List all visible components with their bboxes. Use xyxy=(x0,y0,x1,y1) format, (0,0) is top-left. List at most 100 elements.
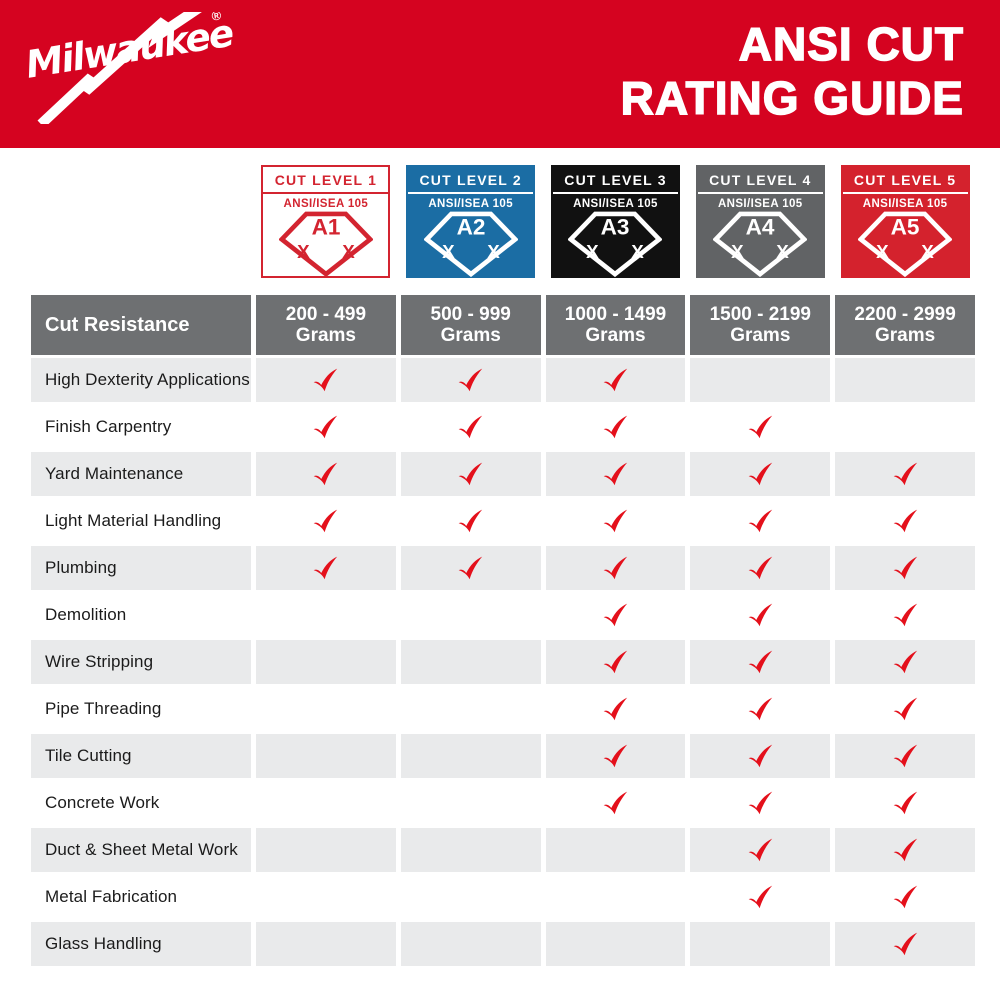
badge-rating: A3 xyxy=(601,215,630,240)
check-cell xyxy=(545,452,686,496)
checkmark-icon xyxy=(748,838,772,861)
checkmark-icon xyxy=(748,509,772,532)
checkmark-icon xyxy=(458,509,483,532)
badge-title: CUT LEVEL 5 xyxy=(842,167,968,194)
checkmark-icon xyxy=(748,744,772,767)
gram-range: 200 - 499 xyxy=(285,303,367,325)
badge-x-right: X xyxy=(777,241,790,262)
page-title: ANSI CUT RATING GUIDE xyxy=(620,17,964,126)
checkmark-icon xyxy=(458,368,483,391)
checkmark-icon xyxy=(603,603,628,626)
row-label: Light Material Handling xyxy=(31,499,251,543)
check-cell xyxy=(835,922,975,966)
badge-title: CUT LEVEL 2 xyxy=(408,167,534,194)
badge-x-left: X xyxy=(876,241,889,262)
empty-cell xyxy=(400,828,541,872)
checkmark-icon xyxy=(893,556,917,579)
badge-rating: A5 xyxy=(891,215,920,240)
row-label: Glass Handling xyxy=(31,922,251,966)
row-label: Pipe Threading xyxy=(31,687,251,731)
checkmark-icon xyxy=(893,791,917,814)
check-cell xyxy=(545,546,686,590)
badge-x-right: X xyxy=(632,241,645,262)
check-cell xyxy=(256,546,396,590)
badge-x-left: X xyxy=(297,241,310,262)
row-label: Tile Cutting xyxy=(31,734,251,778)
checkmark-icon xyxy=(603,650,628,673)
checkmark-icon xyxy=(603,415,628,438)
badge-rating: A4 xyxy=(746,215,775,240)
badge-title: CUT LEVEL 3 xyxy=(552,167,678,194)
check-cell xyxy=(835,452,975,496)
checkmark-icon xyxy=(603,556,628,579)
check-cell xyxy=(690,875,831,919)
badge-x-left: X xyxy=(587,241,600,262)
checkmark-icon xyxy=(893,462,917,485)
check-cell xyxy=(690,687,831,731)
check-cell xyxy=(835,546,975,590)
checkmark-icon xyxy=(314,556,338,579)
check-cell xyxy=(835,875,975,919)
checkmark-icon xyxy=(603,697,628,720)
page-title-line-2: RATING GUIDE xyxy=(620,71,964,124)
badge-standard: ANSI/ISEA 105 xyxy=(573,198,658,210)
gram-range: 500 - 999 xyxy=(430,303,511,325)
page-title-line-1: ANSI CUT xyxy=(738,17,964,70)
empty-cell xyxy=(835,358,975,402)
gram-range: 2200 - 2999 xyxy=(854,303,956,325)
badge-standard: ANSI/ISEA 105 xyxy=(862,198,948,210)
checkmark-icon xyxy=(748,415,772,438)
badge-x-left: X xyxy=(731,241,744,262)
rating-table: Cut Resistance 200 - 499 Grams 500 - 999 Gr… xyxy=(31,295,975,966)
table-corner-header: Cut Resistance xyxy=(31,295,251,355)
badge-x-left: X xyxy=(442,241,455,262)
checkmark-icon xyxy=(603,744,628,767)
empty-cell xyxy=(256,687,396,731)
row-label: Yard Maintenance xyxy=(31,452,251,496)
checkmark-icon xyxy=(748,650,772,673)
empty-cell xyxy=(400,687,541,731)
badge-x-right: X xyxy=(342,241,355,262)
gram-unit: Grams xyxy=(730,325,791,346)
check-cell xyxy=(545,734,686,778)
row-label: High Dexterity Applications xyxy=(31,358,251,402)
checkmark-icon xyxy=(314,415,338,438)
registered-mark-icon: ® xyxy=(210,12,222,24)
checkmark-icon xyxy=(748,885,772,908)
checkmark-icon xyxy=(748,791,772,814)
empty-cell xyxy=(400,734,541,778)
badge-standard: ANSI/ISEA 105 xyxy=(283,198,369,210)
checkmark-icon xyxy=(893,697,917,720)
check-cell xyxy=(545,593,686,637)
check-cell xyxy=(690,640,831,684)
cut-level-badge: CUT LEVEL 1 ANSI/ISEA 105 A1 X X xyxy=(261,165,391,278)
pentagon-shield-icon: A5 X X xyxy=(858,211,953,277)
check-cell xyxy=(545,781,686,825)
row-label: Duct & Sheet Metal Work xyxy=(31,828,251,872)
gram-range: 1500 - 2199 xyxy=(709,303,811,325)
empty-cell xyxy=(400,593,541,637)
badge-standard: ANSI/ISEA 105 xyxy=(428,198,514,210)
check-cell xyxy=(256,499,396,543)
checkmark-icon xyxy=(458,556,483,579)
checkmark-icon xyxy=(748,697,772,720)
check-cell xyxy=(835,640,975,684)
badge-spacer xyxy=(31,165,251,278)
column-header: 500 - 999 Grams xyxy=(400,295,541,355)
gram-unit: Grams xyxy=(585,325,646,346)
milwaukee-logo: Milwaukee ® xyxy=(24,12,237,124)
check-cell xyxy=(835,781,975,825)
checkmark-icon xyxy=(314,368,338,391)
empty-cell xyxy=(400,781,541,825)
cut-level-badge: CUT LEVEL 3 ANSI/ISEA 105 A3 X X xyxy=(550,165,680,278)
badge-rating: A2 xyxy=(456,215,485,240)
check-cell xyxy=(690,734,831,778)
gram-range: 1000 - 1499 xyxy=(564,303,667,325)
pentagon-shield-icon: A2 X X xyxy=(423,211,518,277)
empty-cell xyxy=(545,922,686,966)
check-cell xyxy=(835,734,975,778)
check-cell xyxy=(835,593,975,637)
checkmark-icon xyxy=(458,462,483,485)
column-header: 1000 - 1499 Grams xyxy=(545,295,686,355)
empty-cell xyxy=(256,922,396,966)
